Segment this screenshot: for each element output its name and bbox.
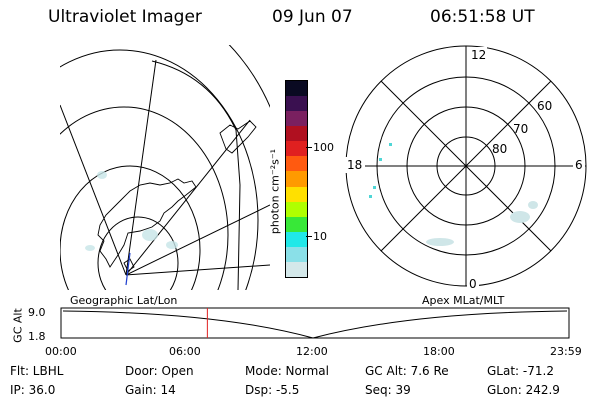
colorbar-segment — [286, 261, 307, 278]
mlt-label-18: 18 — [347, 158, 362, 172]
meridian-line — [125, 59, 157, 276]
colorbar-segment — [286, 96, 307, 112]
colorbar — [285, 80, 308, 278]
meridian-line — [125, 264, 270, 276]
altitude-curve — [62, 310, 568, 339]
lat-label-70: 70 — [513, 122, 528, 136]
latitude-circle — [60, 106, 229, 290]
latitude-circle — [60, 49, 259, 290]
emission-patch — [85, 245, 95, 251]
latitude-circle — [60, 165, 201, 290]
emission-patch — [166, 241, 178, 249]
meridian-line — [125, 119, 251, 276]
dsp-readout: Dsp: -5.5 — [245, 383, 300, 397]
date-label: 09 Jun 07 — [272, 7, 353, 27]
mlt-label-0: 0 — [469, 277, 477, 290]
timeline-right-caption: Apex MLat/MLT — [422, 294, 505, 307]
colorbar-segment — [286, 216, 307, 232]
colorbar-segment — [286, 111, 307, 127]
lat-label-80: 80 — [492, 142, 507, 156]
map-boundary — [151, 60, 241, 290]
colorbar-segment — [286, 231, 307, 247]
colorbar-segment — [286, 126, 307, 142]
subsatellite-marker — [125, 252, 131, 286]
emission-dot — [379, 158, 382, 161]
colorbar-segment — [286, 171, 307, 187]
colorbar-segment — [286, 81, 307, 97]
emission-patch — [510, 211, 530, 223]
mlt-label-6: 6 — [575, 158, 583, 172]
magnetic-polar-plot: 12 18 6 0 60 70 80 — [345, 45, 587, 290]
mlt-diagonal — [380, 80, 552, 252]
colorbar-tick-mark — [306, 147, 312, 148]
lat-label-60: 60 — [537, 99, 552, 113]
timeline-y-tick-9: 9.0 — [28, 306, 46, 319]
glon-readout: GLon: 242.9 — [487, 383, 560, 397]
colorbar-tick-10: 10 — [313, 230, 327, 243]
coastline — [219, 120, 257, 154]
coastline — [123, 258, 135, 272]
timeline-frame — [60, 307, 570, 339]
geographic-map — [60, 45, 270, 290]
emission-patch — [528, 201, 538, 209]
meridian-line — [60, 104, 127, 276]
mode-readout: Mode: Normal — [245, 364, 329, 378]
colorbar-segment — [286, 201, 307, 217]
emission-dot — [369, 195, 372, 198]
meridian-line — [125, 204, 270, 276]
timeline-x-tick-1800: 18:00 — [423, 345, 455, 358]
timeline-x-tick-0600: 06:00 — [169, 345, 201, 358]
emission-dot — [389, 143, 392, 146]
timeline-left-caption: Geographic Lat/Lon — [70, 294, 178, 307]
mlt-label-12: 12 — [471, 48, 486, 62]
emission-dot — [373, 186, 376, 189]
timeline-y-tick-1-8: 1.8 — [28, 330, 46, 343]
instrument-title: Ultraviolet Imager — [48, 7, 202, 27]
latitude-circle — [97, 216, 179, 290]
colorbar-tick-mark — [306, 236, 312, 237]
emission-patch — [97, 171, 107, 179]
coastline — [97, 178, 197, 268]
gc-alt-readout: GC Alt: 7.6 Re — [365, 364, 449, 378]
ip-readout: IP: 36.0 — [10, 383, 56, 397]
emission-patch — [426, 238, 454, 246]
colorbar-segment — [286, 246, 307, 262]
timeline-x-tick-2359: 23:59 — [550, 345, 582, 358]
emission-patch — [142, 229, 158, 241]
time-label: 06:51:58 UT — [430, 7, 535, 27]
glat-readout: GLat: -71.2 — [487, 364, 554, 378]
timeline-x-tick-0000: 00:00 — [45, 345, 77, 358]
sequence-readout: Seq: 39 — [365, 383, 411, 397]
timeline-x-tick-1200: 12:00 — [296, 345, 328, 358]
colorbar-tick-100: 100 — [313, 141, 334, 154]
colorbar-segment — [286, 141, 307, 157]
gain-readout: Gain: 14 — [125, 383, 176, 397]
door-readout: Door: Open — [125, 364, 194, 378]
colorbar-segment — [286, 156, 307, 172]
filter-readout: Flt: LBHL — [10, 364, 64, 378]
colorbar-segment — [286, 186, 307, 202]
